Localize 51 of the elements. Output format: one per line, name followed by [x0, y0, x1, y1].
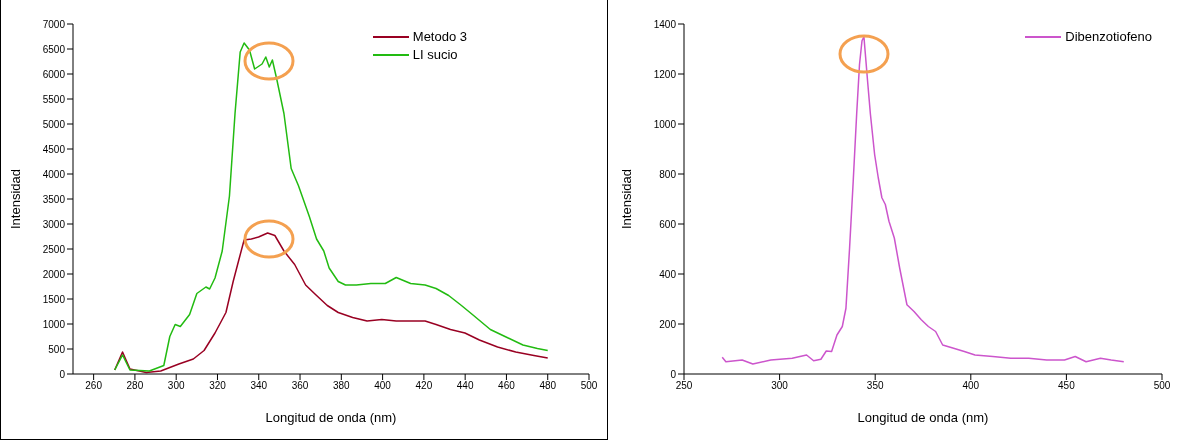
y-tick-label: 1000 — [653, 118, 677, 130]
x-tick-label: 440 — [456, 380, 474, 392]
y-tick-label: 2000 — [42, 268, 66, 280]
x-tick-label: 460 — [498, 380, 516, 392]
y-tick-label: 2500 — [42, 243, 66, 255]
y-tick-label: 0 — [59, 368, 66, 380]
x-tick-label: 480 — [539, 380, 557, 392]
x-axis-title: Longitud de onda (nm) — [265, 410, 397, 425]
x-tick-label: 360 — [291, 380, 309, 392]
y-tick-label: 3500 — [42, 193, 66, 205]
y-tick-label: 4500 — [42, 143, 66, 155]
y-tick-label: 6000 — [42, 68, 66, 80]
x-tick-label: 250 — [675, 380, 693, 392]
legend-label: Metodo 3 — [412, 28, 467, 46]
y-tick-label: 1200 — [653, 68, 677, 80]
x-tick-label: 500 — [580, 380, 598, 392]
x-tick-label: 280 — [126, 380, 144, 392]
x-tick-label: 400 — [374, 380, 392, 392]
x-tick-label: 260 — [85, 380, 103, 392]
y-tick-label: 1400 — [653, 18, 677, 30]
y-axis-title: Intensidad — [7, 169, 23, 229]
y-tick-label: 7000 — [42, 18, 66, 30]
x-tick-label: 300 — [167, 380, 185, 392]
y-tick-label: 400 — [659, 268, 677, 280]
legend-label: Dibenzotiofeno — [1065, 28, 1152, 46]
y-tick-label: 500 — [48, 343, 66, 355]
y-tick-label: 600 — [659, 218, 677, 230]
x-tick-label: 450 — [1058, 380, 1076, 392]
line-series — [113, 232, 549, 374]
y-tick-label: 1000 — [42, 318, 66, 330]
y-tick-label: 1500 — [42, 293, 66, 305]
y-tick-label: 6500 — [42, 43, 66, 55]
y-tick-label: 800 — [659, 168, 677, 180]
legend-label: LI sucio — [412, 46, 458, 64]
x-tick-label: 420 — [415, 380, 433, 392]
x-tick-label: 380 — [332, 380, 351, 392]
line-series — [113, 42, 549, 372]
x-axis-title: Longitud de onda (nm) — [857, 410, 989, 425]
x-tick-label: 350 — [866, 380, 884, 392]
y-axis-title: Intensidad — [618, 169, 634, 229]
y-tick-label: 5000 — [42, 118, 66, 130]
x-tick-label: 320 — [209, 380, 227, 392]
x-tick-label: 300 — [771, 380, 789, 392]
y-tick-label: 4000 — [42, 168, 66, 180]
y-tick-label: 3000 — [42, 218, 66, 230]
x-tick-label: 400 — [962, 380, 980, 392]
y-tick-label: 0 — [670, 368, 677, 380]
x-tick-label: 500 — [1153, 380, 1171, 392]
y-tick-label: 200 — [659, 318, 677, 330]
x-tick-label: 340 — [250, 380, 268, 392]
y-tick-label: 5500 — [42, 93, 66, 105]
